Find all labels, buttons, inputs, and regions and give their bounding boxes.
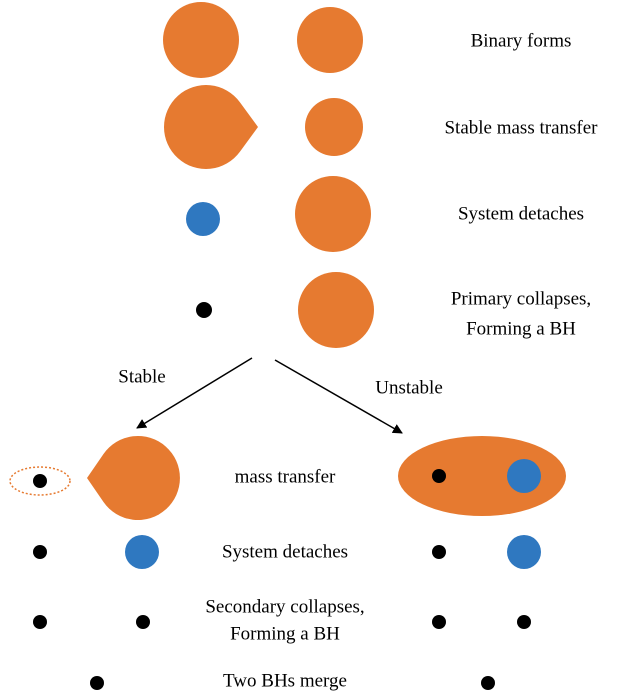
stripped-star bbox=[507, 459, 541, 493]
step-label: mass transfer bbox=[235, 466, 336, 487]
black-hole bbox=[136, 615, 150, 629]
black-hole bbox=[90, 676, 104, 690]
black-hole bbox=[432, 615, 446, 629]
step-label: Secondary collapses, bbox=[205, 596, 364, 617]
black-hole bbox=[432, 469, 446, 483]
star bbox=[297, 7, 363, 73]
black-hole bbox=[196, 302, 212, 318]
star bbox=[163, 2, 239, 78]
arrow bbox=[274, 359, 403, 434]
star bbox=[295, 176, 371, 252]
donor-star bbox=[87, 436, 180, 520]
donor-star bbox=[164, 85, 258, 170]
step-label: Forming a BH bbox=[466, 318, 576, 339]
step-label: System detaches bbox=[222, 541, 348, 562]
star bbox=[305, 98, 363, 156]
accretion-disk bbox=[9, 466, 71, 496]
black-hole bbox=[481, 676, 495, 690]
black-hole bbox=[517, 615, 531, 629]
black-hole bbox=[33, 545, 47, 559]
black-hole bbox=[33, 474, 47, 488]
step-label: Two BHs merge bbox=[223, 670, 347, 691]
stripped-star bbox=[186, 202, 220, 236]
step-label: Primary collapses, bbox=[451, 288, 591, 309]
black-hole bbox=[33, 615, 47, 629]
stripped-star bbox=[125, 535, 159, 569]
stripped-star bbox=[507, 535, 541, 569]
star bbox=[298, 272, 374, 348]
black-hole bbox=[432, 545, 446, 559]
step-label: Binary forms bbox=[471, 30, 572, 51]
branch-label: Unstable bbox=[375, 377, 443, 398]
step-label: Forming a BH bbox=[230, 623, 340, 644]
step-label: Stable mass transfer bbox=[444, 117, 598, 138]
arrow bbox=[136, 357, 253, 429]
common-envelope bbox=[398, 436, 566, 516]
branch-label: Stable bbox=[118, 366, 166, 387]
step-label: System detaches bbox=[458, 203, 584, 224]
